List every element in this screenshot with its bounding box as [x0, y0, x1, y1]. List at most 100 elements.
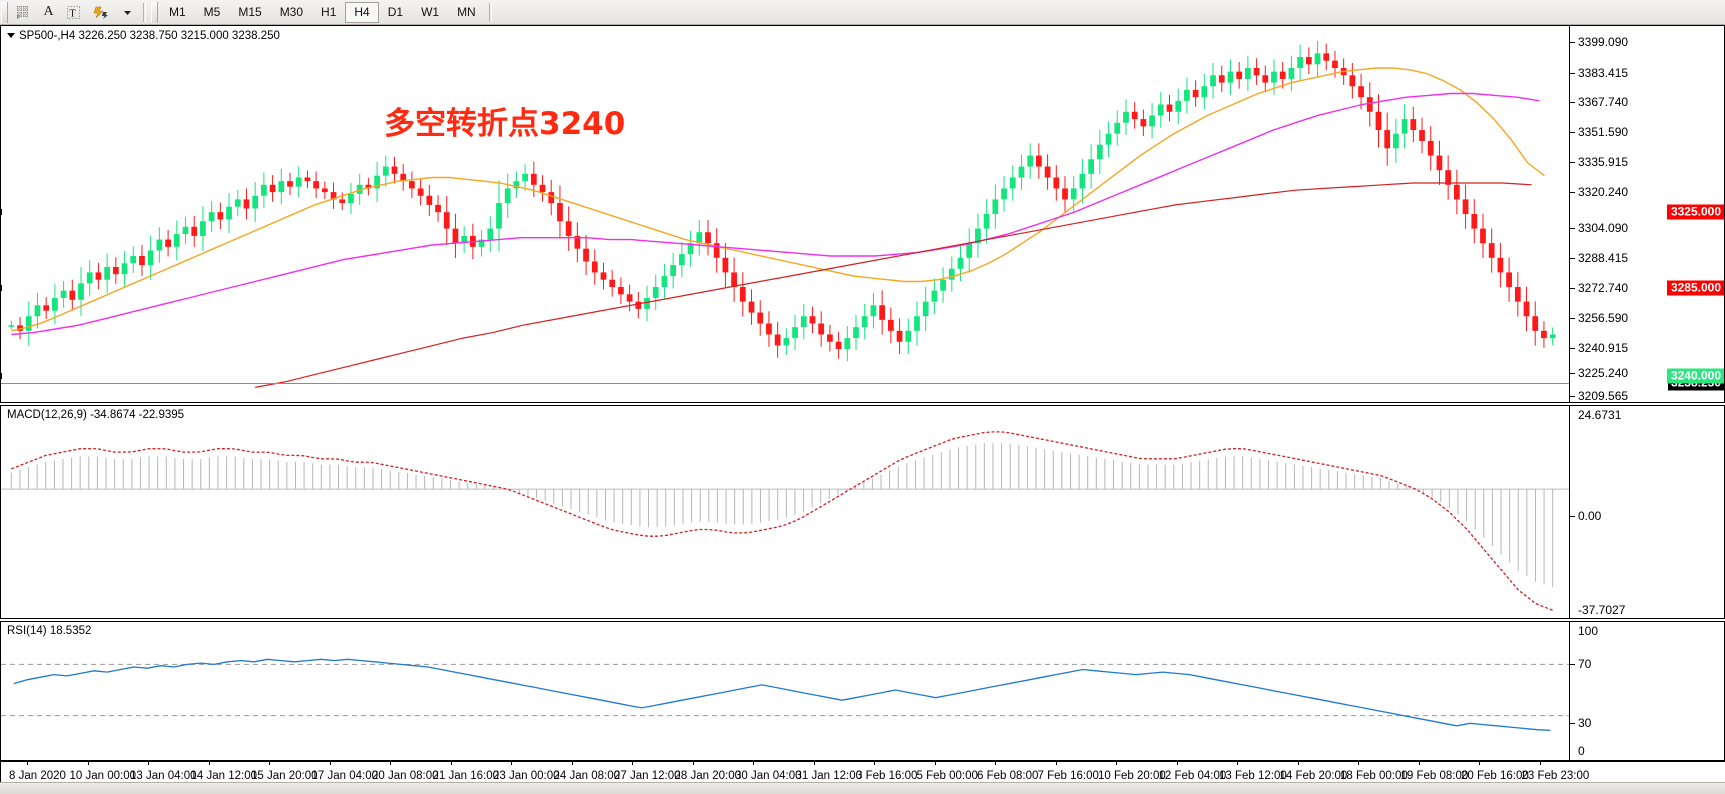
time-tickmark	[1116, 761, 1117, 765]
timeframe-h4[interactable]: H4	[345, 1, 379, 23]
price-panel-header-text: SP500-,H4 3226.250 3238.750 3215.000 323…	[19, 30, 280, 42]
price-tick-11: 3225.240	[1578, 366, 1629, 380]
macd-tick-0: 24.6731	[1578, 408, 1622, 422]
price-tick-5: 3320.240	[1578, 185, 1629, 199]
time-tickmark	[813, 761, 815, 765]
time-axis-label-19: 12 Feb 04:00	[1158, 770, 1227, 782]
timeframe-mn[interactable]: MN	[448, 2, 485, 23]
price-tick-12: 3209.565	[1578, 389, 1629, 403]
svg-text:T: T	[70, 8, 76, 19]
timeframe-d1[interactable]: D1	[379, 2, 412, 23]
status-bar	[0, 782, 1725, 794]
price-axis[interactable]: 3399.090 3383.415 3367.740 3351.590 3335…	[1569, 26, 1724, 402]
chart-area: SP500-,H4 3226.250 3238.750 3215.000 323…	[0, 25, 1725, 794]
time-axis-label-5: 17 Jan 04:00	[311, 770, 379, 782]
time-axis-label-8: 23 Jan 00:00	[493, 770, 560, 782]
text-label-icon[interactable]: A	[37, 2, 60, 23]
time-tickmark	[27, 761, 28, 765]
macd-panel[interactable]: MACD(12,26,9) -34.8674 -22.9395 24.6731 …	[0, 405, 1725, 619]
time-axis-label-15: 5 Feb 00:00	[916, 770, 978, 782]
svg-text:F: F	[17, 15, 20, 20]
objects-dropdown-icon[interactable]	[116, 2, 139, 23]
main-toolbar: F A T M1 M5 M15 M30 H1 H4 D1 W1 MN	[0, 0, 1725, 25]
timeframe-mn-label: MN	[457, 5, 476, 19]
time-axis-label-18: 10 Feb 20:00	[1098, 770, 1166, 782]
timeframe-h4-label: H4	[354, 5, 370, 19]
price-level-tag-3240[interactable]: 3240.000	[1666, 368, 1724, 384]
time-tickmark	[1176, 761, 1178, 765]
price-tick-1: 3383.415	[1578, 66, 1629, 80]
time-tickmark	[390, 761, 391, 765]
level-handle-3285[interactable]	[1, 285, 2, 291]
rsi-tick-1: 70	[1578, 657, 1592, 671]
price-panel[interactable]: SP500-,H4 3226.250 3238.750 3215.000 323…	[0, 25, 1725, 403]
price-tick-6: 3304.090	[1578, 221, 1629, 235]
timeframe-grip[interactable]	[151, 1, 158, 23]
timeframe-h1[interactable]: H1	[312, 2, 345, 23]
time-axis-label-16: 6 Feb 08:00	[977, 770, 1039, 782]
level-handle-3240[interactable]	[1, 373, 2, 379]
level-handle-3325[interactable]	[1, 209, 2, 215]
text-label-glyph: A	[43, 4, 54, 19]
timeframe-h1-label: H1	[321, 5, 337, 19]
time-tickmark	[450, 761, 452, 765]
timeframe-m5-label: M5	[203, 5, 221, 19]
timeframe-d1-label: D1	[387, 5, 404, 19]
time-axis[interactable]: 8 Jan 2020 10 Jan 00:00 13 Jan 04:00 14 Jan…	[0, 761, 1725, 794]
time-axis-label-17: 7 Feb 16:00	[1037, 770, 1099, 782]
timeframe-m15[interactable]: M15	[229, 2, 270, 23]
time-tickmark	[1358, 761, 1359, 765]
time-axis-label-11: 28 Jan 20:00	[674, 770, 742, 782]
timeframe-m1[interactable]: M1	[160, 2, 195, 23]
timeframe-m5[interactable]: M5	[195, 2, 230, 23]
price-tick-0: 3399.090	[1578, 35, 1629, 49]
toolbar-divider	[143, 2, 146, 22]
timeframe-w1[interactable]: W1	[412, 2, 448, 23]
rsi-tick-3: 0	[1578, 744, 1585, 758]
rsi-panel[interactable]: RSI(14) 18.5352 100 70 30 0	[0, 621, 1725, 761]
time-tickmark	[148, 761, 149, 765]
timeframe-m1-label: M1	[169, 5, 186, 19]
price-tick-9: 3256.590	[1578, 311, 1629, 325]
price-tick-3: 3351.590	[1578, 125, 1629, 139]
objects-icon[interactable]	[87, 2, 116, 23]
time-tickmark	[511, 761, 512, 765]
rsi-plot[interactable]	[1, 622, 1569, 760]
time-axis-label-1: 10 Jan 00:00	[69, 770, 137, 782]
macd-graph	[1, 431, 1569, 611]
toolbar-divider-2	[488, 2, 492, 22]
toolbar-grip[interactable]	[1, 1, 8, 23]
time-axis-label-2: 13 Jan 04:00	[130, 770, 197, 782]
timeframe-m30-label: M30	[279, 5, 304, 19]
time-axis-label-20: 13 Feb 12:00	[1219, 770, 1287, 782]
time-axis-label-25: 23 Feb 23:00	[1521, 770, 1590, 782]
rsi-axis[interactable]: 100 70 30 0	[1569, 622, 1724, 760]
timeframe-m15-label: M15	[238, 5, 262, 19]
chart-annotation: 多空转折点3240	[384, 106, 626, 142]
time-tickmark	[995, 761, 996, 765]
time-axis-label-22: 18 Feb 00:00	[1340, 770, 1408, 782]
macd-plot[interactable]	[1, 406, 1569, 618]
macd-axis[interactable]: 24.6731 0.00 -37.7027	[1569, 406, 1724, 618]
time-tickmark	[208, 761, 210, 765]
price-panel-header: SP500-,H4 3226.250 3238.750 3215.000 323…	[7, 30, 280, 42]
timeframe-m30[interactable]: M30	[271, 2, 312, 23]
time-tickmark	[329, 761, 331, 765]
price-tick-7: 3288.415	[1578, 251, 1629, 265]
price-plot[interactable]: 多空转折点3240	[1, 26, 1569, 402]
time-tickmark	[1479, 761, 1480, 765]
crosshair-grid-icon[interactable]: F	[10, 2, 37, 23]
collapse-arrow-icon[interactable]	[7, 33, 15, 39]
time-axis-label-13: 31 Jan 12:00	[795, 770, 863, 782]
price-level-tag-3285[interactable]: 3285.000	[1666, 280, 1724, 296]
time-axis-baseline	[1, 761, 1725, 762]
price-level-tag-3325[interactable]: 3325.000	[1666, 204, 1724, 220]
text-box-icon[interactable]: T	[60, 2, 87, 23]
time-axis-label-10: 27 Jan 12:00	[614, 770, 681, 782]
time-tickmark	[1237, 761, 1238, 765]
time-axis-label-21: 14 Feb 20:00	[1279, 770, 1348, 782]
price-tick-4: 3335.915	[1578, 155, 1629, 169]
macd-tick-1: 0.00	[1578, 509, 1602, 523]
time-axis-label-24: 20 Feb 16:00	[1461, 770, 1529, 782]
time-tickmark	[1539, 761, 1541, 765]
